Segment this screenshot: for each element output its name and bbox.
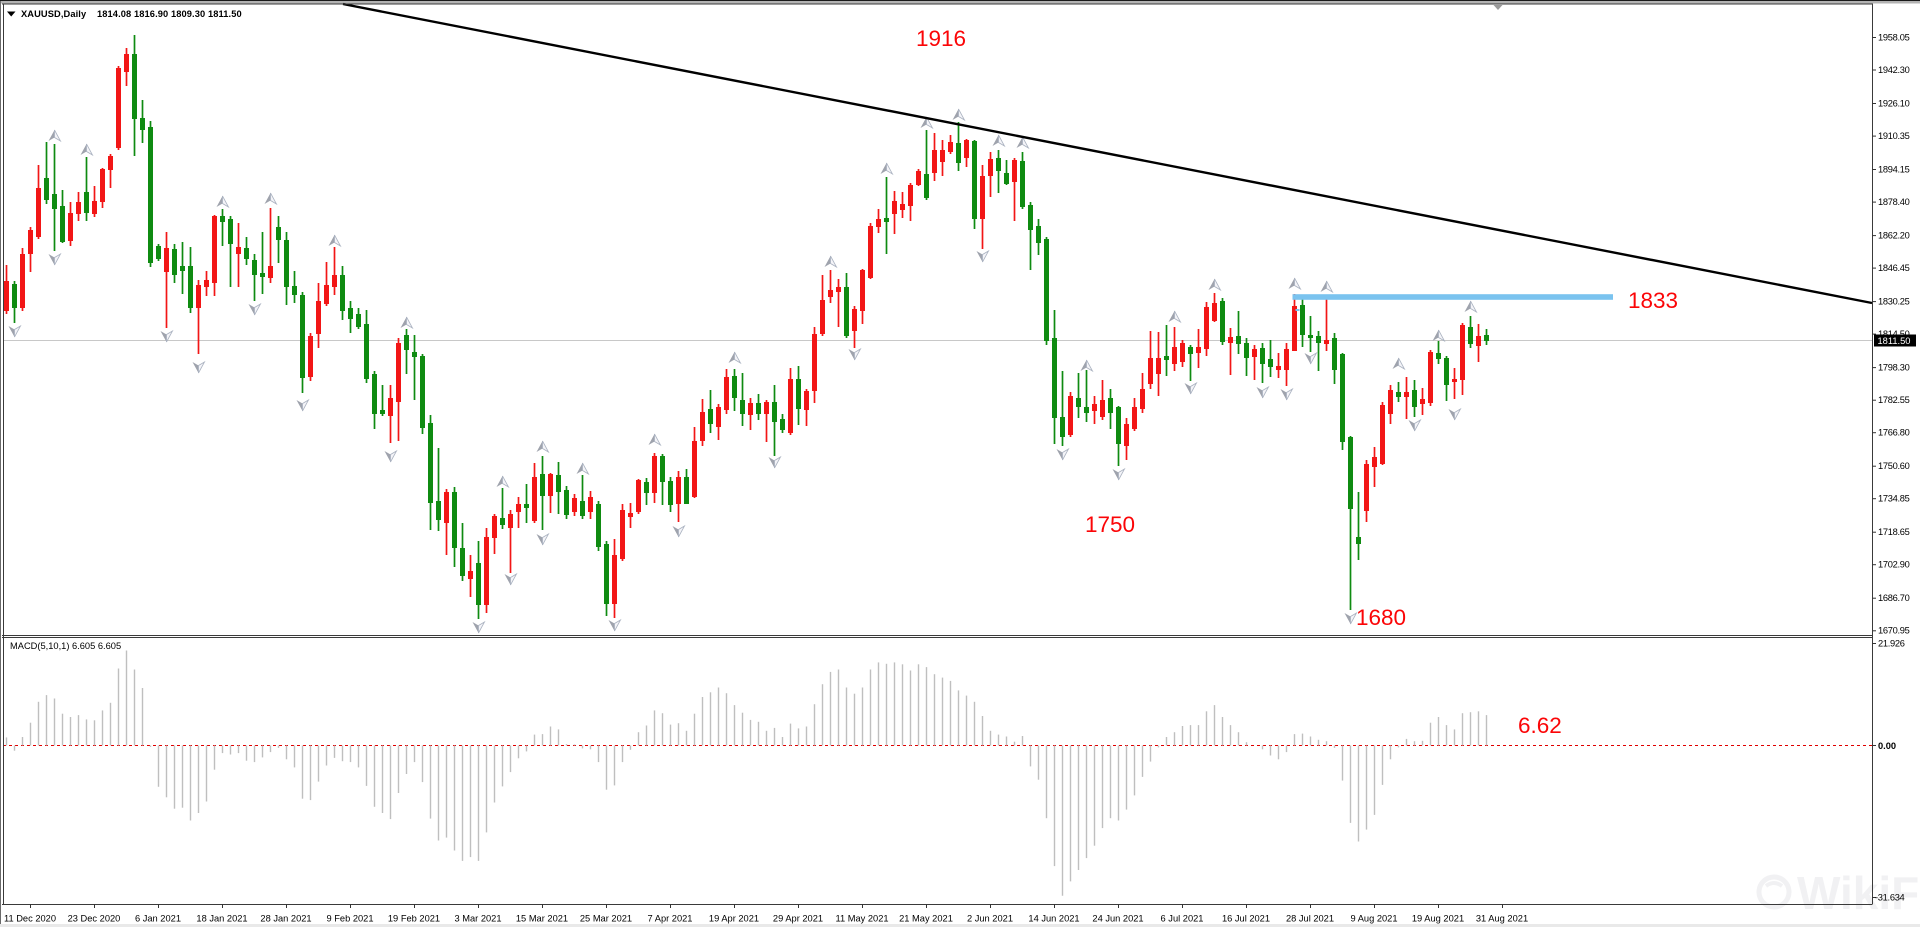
svg-text:23 Dec 2020: 23 Dec 2020 <box>68 914 121 924</box>
svg-text:21.926: 21.926 <box>1878 639 1905 649</box>
svg-text:0.00: 0.00 <box>1878 741 1896 751</box>
svg-text:XAUUSD,Daily 1814.08 1816.9: XAUUSD,Daily 1814.08 1816.90 1809.30 181… <box>21 9 242 19</box>
svg-text:1814.50: 1814.50 <box>1878 329 1910 339</box>
svg-text:19 Apr 2021: 19 Apr 2021 <box>709 914 759 924</box>
svg-text:1958.05: 1958.05 <box>1878 32 1910 42</box>
svg-text:1750.60: 1750.60 <box>1878 461 1910 471</box>
svg-text:24 Jun 2021: 24 Jun 2021 <box>1092 914 1143 924</box>
svg-text:19 Feb 2021: 19 Feb 2021 <box>388 914 440 924</box>
svg-text:11 Dec 2020: 11 Dec 2020 <box>4 914 56 924</box>
svg-text:28 Jul 2021: 28 Jul 2021 <box>1286 914 1334 924</box>
svg-text:WikiFX: WikiFX <box>1797 867 1920 919</box>
svg-text:1830.25: 1830.25 <box>1878 296 1910 306</box>
svg-text:1686.70: 1686.70 <box>1878 593 1910 603</box>
svg-text:31 Aug 2021: 31 Aug 2021 <box>1476 914 1528 924</box>
svg-text:14 Jun 2021: 14 Jun 2021 <box>1028 914 1079 924</box>
svg-text:3 Mar 2021: 3 Mar 2021 <box>454 914 501 924</box>
svg-text:1846.45: 1846.45 <box>1878 263 1910 273</box>
svg-text:1782.55: 1782.55 <box>1878 395 1910 405</box>
svg-text:6.62: 6.62 <box>1518 713 1562 738</box>
svg-text:28 Jan 2021: 28 Jan 2021 <box>260 914 311 924</box>
svg-text:11 May 2021: 11 May 2021 <box>835 914 888 924</box>
svg-text:1718.65: 1718.65 <box>1878 527 1910 537</box>
svg-text:1702.90: 1702.90 <box>1878 560 1910 570</box>
svg-text:1894.15: 1894.15 <box>1878 164 1910 174</box>
svg-text:1798.30: 1798.30 <box>1878 362 1910 372</box>
svg-text:18 Jan 2021: 18 Jan 2021 <box>196 914 247 924</box>
svg-text:1926.10: 1926.10 <box>1878 98 1910 108</box>
svg-text:16 Jul 2021: 16 Jul 2021 <box>1222 914 1270 924</box>
svg-text:6 Jul 2021: 6 Jul 2021 <box>1161 914 1204 924</box>
svg-text:7 Apr 2021: 7 Apr 2021 <box>648 914 693 924</box>
svg-text:29 Apr 2021: 29 Apr 2021 <box>773 914 823 924</box>
svg-text:9 Aug 2021: 9 Aug 2021 <box>1350 914 1397 924</box>
svg-text:1680: 1680 <box>1356 605 1406 630</box>
svg-text:1670.95: 1670.95 <box>1878 626 1910 636</box>
svg-text:1942.30: 1942.30 <box>1878 65 1910 75</box>
svg-text:1833: 1833 <box>1628 288 1678 313</box>
svg-text:1916: 1916 <box>916 26 966 51</box>
svg-text:-31.634: -31.634 <box>1875 893 1905 903</box>
svg-text:1862.20: 1862.20 <box>1878 230 1910 240</box>
svg-text:2 Jun 2021: 2 Jun 2021 <box>967 914 1013 924</box>
svg-text:1878.40: 1878.40 <box>1878 197 1910 207</box>
svg-text:25 Mar 2021: 25 Mar 2021 <box>580 914 632 924</box>
svg-text:MACD(5,10,1) 6.605 6.605: MACD(5,10,1) 6.605 6.605 <box>10 641 121 651</box>
svg-text:19 Aug 2021: 19 Aug 2021 <box>1412 914 1464 924</box>
svg-text:1766.80: 1766.80 <box>1878 428 1910 438</box>
svg-text:1811.50: 1811.50 <box>1878 336 1911 346</box>
svg-text:1734.85: 1734.85 <box>1878 494 1910 504</box>
svg-text:6 Jan 2021: 6 Jan 2021 <box>135 914 181 924</box>
svg-text:9 Feb 2021: 9 Feb 2021 <box>326 914 373 924</box>
svg-text:21 May 2021: 21 May 2021 <box>899 914 953 924</box>
svg-text:1910.35: 1910.35 <box>1878 131 1910 141</box>
svg-text:1750: 1750 <box>1085 512 1135 537</box>
svg-text:15 Mar 2021: 15 Mar 2021 <box>516 914 568 924</box>
